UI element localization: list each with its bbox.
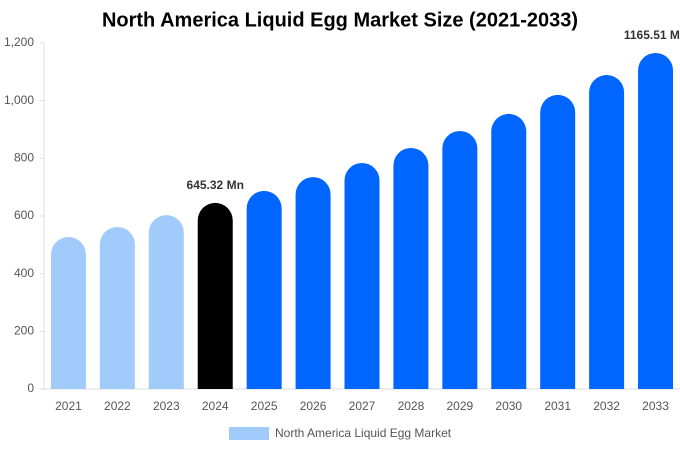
bar (99, 226, 135, 389)
y-tick-label: 400 (14, 266, 34, 280)
x-tick-label: 2025 (251, 399, 278, 413)
bar (442, 130, 478, 390)
bar (246, 190, 282, 389)
y-tick-label: 0 (27, 381, 34, 395)
y-tick-label: 1,200 (4, 35, 34, 49)
x-tick-label: 2026 (300, 399, 327, 413)
y-tick-label: 600 (14, 208, 34, 222)
bar (393, 147, 429, 389)
y-tick-label: 800 (14, 151, 34, 165)
legend-swatch (229, 427, 269, 440)
bar (197, 202, 233, 389)
x-tick-label: 2033 (642, 399, 669, 413)
bar (50, 237, 86, 389)
chart-title: North America Liquid Egg Market Size (20… (102, 9, 578, 31)
bar (540, 94, 576, 390)
bar (589, 75, 625, 389)
y-tick-label: 200 (14, 324, 34, 338)
x-tick-label: 2029 (446, 399, 473, 413)
bar (491, 113, 527, 389)
x-tick-label: 2031 (544, 399, 571, 413)
x-tick-label: 2027 (349, 399, 376, 413)
bar (295, 177, 331, 389)
x-tick-label: 2030 (495, 399, 522, 413)
value-label: 1165.51 Mn (624, 28, 680, 42)
x-tick-label: 2023 (153, 399, 180, 413)
bar (148, 215, 184, 389)
x-tick-label: 2032 (593, 399, 620, 413)
x-tick-label: 2021 (55, 399, 82, 413)
bar (638, 52, 674, 390)
x-tick-label: 2028 (398, 399, 425, 413)
x-tick-label: 2024 (202, 399, 229, 413)
legend-label: North America Liquid Egg Market (275, 426, 452, 440)
value-label: 645.32 Mn (187, 178, 244, 192)
y-tick-label: 1,000 (4, 93, 34, 107)
bar (344, 162, 380, 389)
x-tick-label: 2022 (104, 399, 131, 413)
